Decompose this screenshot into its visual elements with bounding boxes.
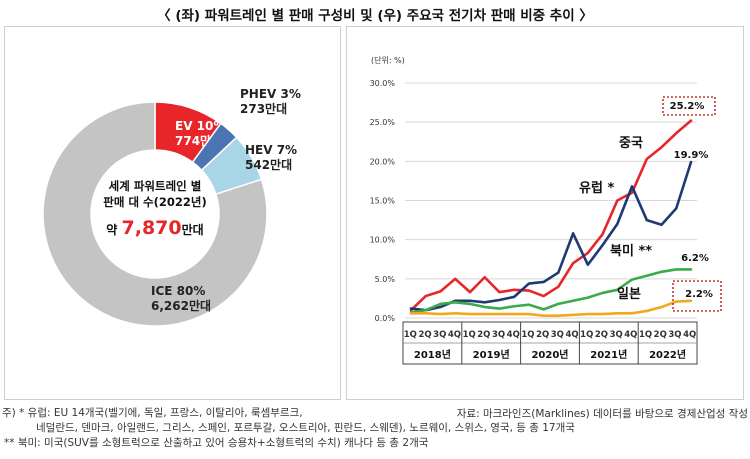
x-year-label: 2019년 (473, 348, 510, 361)
x-year-label: 2020년 (531, 348, 568, 361)
page-title: 〈 (좌) 파워트레인 별 판매 구성비 및 (우) 주요국 전기차 판매 비중… (157, 8, 593, 24)
center-total-suffix: 만대 (182, 222, 204, 237)
x-quarter-label: 4Q (624, 330, 637, 340)
y-tick-label: 10.0% (370, 236, 396, 245)
center-total-prefix: 약 (106, 222, 121, 237)
x-year-label: 2018년 (414, 348, 451, 361)
donut-hole (92, 151, 218, 277)
x-quarter-label: 1Q (404, 330, 417, 340)
y-tick-label: 30.0% (370, 79, 396, 88)
x-year-label: 2022년 (649, 348, 686, 361)
source-note: 자료: 마크라인즈(Marklines) 데이터를 바탕으로 경제산업성 작성 (456, 408, 748, 420)
series-value-label-북미: 6.2% (681, 253, 709, 264)
x-quarter-label: 2Q (477, 330, 490, 340)
slice-value-ice: 6,262만대 (151, 298, 211, 313)
y-tick-label: 15.0% (370, 197, 396, 206)
center-text-line1: 세계 파워트레인 별 (109, 179, 202, 193)
highlight-box-중국 (662, 96, 716, 116)
line-chart: 0.0% 5.0% 10.0% 15.0% 20.0% 25.0% 30.0% 중국 25.2%… (370, 55, 722, 365)
footnote-north-america: ** 북미: 미국(SUV를 소형트럭으로 산출하고 있어 승용차+소형트럭의 … (4, 437, 429, 449)
x-quarter-label: 2Q (418, 330, 431, 340)
line-chart-panel: 0.0% 5.0% 10.0% 15.0% 20.0% 25.0% 30.0% 중국 25.2%… (346, 26, 744, 400)
x-year-label: 2021년 (590, 348, 627, 361)
series-line-북미 (409, 268, 693, 314)
x-quarter-label: 3Q (610, 330, 623, 340)
series-value-label-유럽: 19.9% (674, 150, 709, 161)
series-label-일본: 일본 (617, 287, 641, 302)
x-quarter-label: 3Q (433, 330, 446, 340)
y-tick-label: 5.0% (375, 275, 396, 284)
y-tick-label: 20.0% (370, 157, 396, 166)
footnotes: 주) * 유럽: EU 14개국(벨기에, 독일, 프랑스, 이탈리아, 룩셈부… (2, 406, 748, 451)
slice-label-hev: HEV 7% (245, 143, 297, 157)
center-total-value: 7,870 (122, 217, 182, 239)
donut-chart-panel: EV 10% 774만대 PHEV 3% 273만대 HEV 7% 542만대 ICE 80… (4, 26, 341, 400)
x-quarter-label: 2Q (595, 330, 608, 340)
footnote-europe: 주) * 유럽: EU 14개국(벨기에, 독일, 프랑스, 이탈리아, 룩셈부… (2, 407, 303, 419)
x-quarter-label: 1Q (580, 330, 593, 340)
series-line-유럽 (409, 160, 693, 312)
series-value-label-일본: 2.2% (685, 289, 713, 300)
x-quarter-label: 4Q (683, 330, 696, 340)
series-label-북미: 북미 ** (610, 243, 652, 259)
x-quarter-label: 2Q (536, 330, 549, 340)
series-line-중국 (409, 119, 693, 312)
slice-label-phev: PHEV 3% (240, 87, 301, 101)
x-quarter-label: 1Q (639, 330, 652, 340)
plot-area: 0.0% 5.0% 10.0% 15.0% 20.0% 25.0% 30.0% 중국 25.2%… (370, 79, 722, 365)
y-tick-label: 0.0% (375, 314, 396, 323)
x-quarter-label: 2Q (654, 330, 667, 340)
donut-slice-ice (42, 101, 268, 327)
slice-value-phev: 273만대 (240, 101, 287, 116)
center-total: 약 7,870만대 (106, 217, 203, 239)
center-text-line2: 판매 대 수(2022년) (103, 195, 206, 209)
x-quarter-label: 4Q (448, 330, 461, 340)
footnote-europe-countries: 네덜란드, 덴마크, 아일랜드, 그리스, 스페인, 포르투갈, 오스트리아, … (36, 422, 575, 434)
highlight-box-일본 (672, 280, 722, 312)
x-quarter-label: 3Q (551, 330, 564, 340)
x-quarter-label: 4Q (507, 330, 520, 340)
slice-label-ev: EV 10% (175, 119, 225, 133)
series-line-일본 (409, 299, 693, 317)
series-value-label-중국: 25.2% (670, 101, 705, 112)
x-quarter-label: 1Q (521, 330, 534, 340)
unit-label: (단위: %) (371, 55, 405, 65)
series-label-유럽: 유럽 * (579, 181, 614, 196)
x-quarter-label: 4Q (565, 330, 578, 340)
slice-value-hev: 542만대 (245, 157, 292, 172)
x-quarter-label: 3Q (668, 330, 681, 340)
x-quarter-label: 1Q (463, 330, 476, 340)
x-quarter-label: 3Q (492, 330, 505, 340)
slice-label-ice: ICE 80% (151, 284, 205, 298)
series-label-중국: 중국 (619, 136, 643, 151)
y-tick-label: 25.0% (370, 118, 396, 127)
